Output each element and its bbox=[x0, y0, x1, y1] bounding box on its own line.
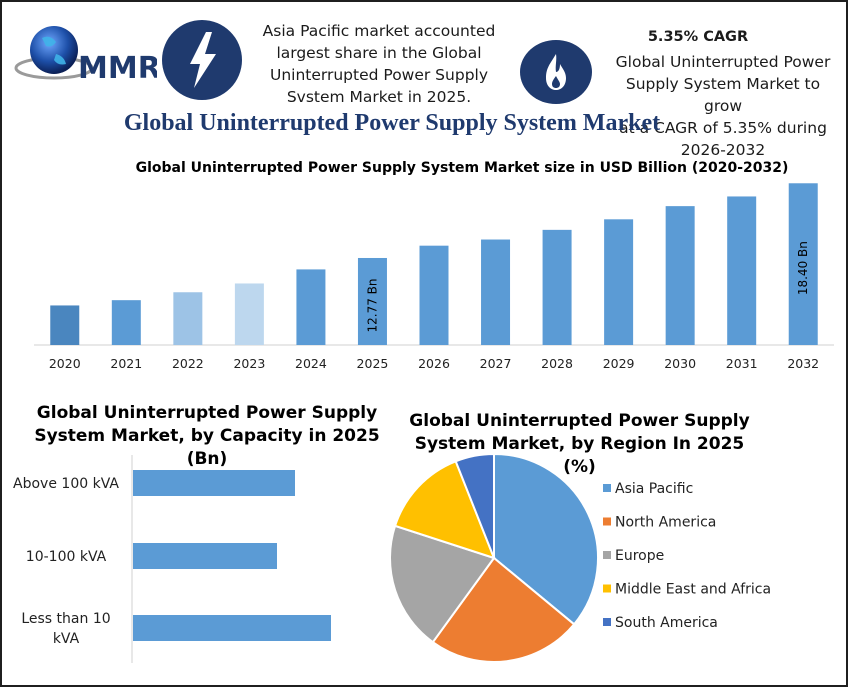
market-size-bar-chart: 2020 2021 2022 2023 2024 2025 12.77 Bn 2026 2027… bbox=[34, 183, 834, 371]
pie-slice bbox=[389, 524, 496, 644]
region-chart-title: Global Uninterrupted Power Supply System… bbox=[397, 410, 762, 479]
pie-slice bbox=[454, 452, 495, 559]
x-tick-label: 2026 bbox=[418, 356, 450, 371]
cagr-heading: 5.35% CAGR bbox=[647, 29, 749, 45]
bar-2030 bbox=[665, 206, 695, 345]
y-tick-label: kVA bbox=[53, 631, 80, 647]
info-left-line: Asia Pacific market accounted bbox=[262, 22, 496, 40]
info-right-line: Supply System Market to grow bbox=[625, 75, 821, 115]
x-tick-label: 2023 bbox=[233, 356, 265, 371]
data-label: 18.40 Bn bbox=[796, 241, 810, 295]
bar-2027 bbox=[481, 239, 511, 345]
x-tick-label: 2029 bbox=[603, 356, 635, 371]
capacity-chart-title: Global Uninterrupted Power Supply System… bbox=[32, 402, 382, 471]
mmr-logo: MMR bbox=[14, 26, 157, 86]
bar-chart-title: Global Uninterrupted Power Supply System… bbox=[135, 160, 789, 176]
capacity-bar-chart: Above 100 kVA 10-100 kVA Less than 10 kVA bbox=[13, 455, 331, 663]
info-left-line: Uninterrupted Power Supply bbox=[269, 66, 489, 84]
info-left-line: Svstem Market in 2025. bbox=[286, 88, 472, 106]
pie-slice bbox=[493, 452, 599, 626]
x-tick-label: 2020 bbox=[49, 356, 81, 371]
bar-2029 bbox=[604, 219, 634, 345]
x-tick-label: 2025 bbox=[357, 356, 389, 371]
bar-2028 bbox=[542, 229, 572, 345]
region-title-line: Global Uninterrupted Power Supply bbox=[409, 411, 750, 431]
region-pie-chart: Asia Pacific North America Europe Middle Ea… bbox=[389, 452, 771, 663]
y-tick-label: Above 100 kVA bbox=[13, 476, 119, 492]
lightning-badge bbox=[162, 20, 242, 100]
region-title-line: System Market, by Region In 2025 (%) bbox=[414, 434, 745, 477]
flame-badge bbox=[520, 40, 592, 104]
info-left-text: Asia Pacific market accounted largest sh… bbox=[248, 20, 510, 108]
bar-capacity bbox=[133, 543, 277, 569]
legend-swatch bbox=[603, 618, 611, 626]
x-tick-label: 2028 bbox=[541, 356, 573, 371]
logo-text: MMR bbox=[78, 51, 157, 86]
bar-2024 bbox=[296, 269, 326, 345]
legend-label: North America bbox=[615, 515, 716, 531]
bar-2026 bbox=[419, 245, 449, 345]
data-label: 12.77 Bn bbox=[365, 278, 379, 332]
y-tick-label: 10-100 kVA bbox=[26, 549, 107, 565]
bar-capacity bbox=[133, 615, 331, 641]
x-tick-label: 2032 bbox=[787, 356, 819, 371]
capacity-title-line: System Market, by Capacity in 2025 bbox=[34, 426, 380, 446]
info-right-line: Global Uninterrupted Power bbox=[615, 53, 831, 71]
lightning-bolt-icon bbox=[190, 32, 216, 88]
pie-slice bbox=[431, 556, 576, 663]
legend-label: South America bbox=[615, 615, 718, 631]
capacity-title-line: (Bn) bbox=[186, 449, 228, 469]
legend-label: Europe bbox=[615, 548, 664, 564]
capacity-title-line: Global Uninterrupted Power Supply bbox=[36, 403, 378, 423]
x-tick-label: 2022 bbox=[172, 356, 204, 371]
x-tick-label: 2031 bbox=[726, 356, 758, 371]
globe-icon bbox=[30, 26, 78, 74]
x-tick-label: 2027 bbox=[480, 356, 512, 371]
y-tick-label: Less than 10 bbox=[21, 611, 110, 627]
bar-2025 bbox=[357, 257, 387, 345]
x-tick-label: 2021 bbox=[110, 356, 142, 371]
info-right-line: at a CAGR of 5.35% during bbox=[619, 119, 827, 137]
x-tick-label: 2024 bbox=[295, 356, 327, 371]
bar-2023 bbox=[234, 283, 264, 345]
bar-2021 bbox=[111, 300, 141, 345]
bar-2022 bbox=[173, 292, 203, 345]
info-left-line: largest share in the Global bbox=[276, 44, 482, 62]
legend-label: Middle East and Africa bbox=[615, 582, 771, 598]
legend-swatch bbox=[603, 551, 611, 559]
bar-2020 bbox=[50, 305, 80, 345]
legend-swatch bbox=[603, 484, 611, 492]
x-tick-label: 2030 bbox=[664, 356, 696, 371]
bar-2032 bbox=[788, 183, 818, 345]
bar-2031 bbox=[727, 196, 757, 345]
legend-swatch bbox=[603, 517, 611, 526]
main-title: Global Uninterrupted Power Supply System… bbox=[123, 110, 661, 136]
legend-swatch bbox=[603, 584, 611, 593]
info-right-text: 5.35% CAGR Global Uninterrupted Power Su… bbox=[606, 26, 840, 161]
info-right-line: 2026-2032 bbox=[680, 141, 766, 159]
legend-label: Asia Pacific bbox=[615, 481, 693, 497]
bar-capacity bbox=[133, 470, 295, 496]
pie-slice bbox=[393, 460, 496, 560]
flame-icon bbox=[546, 54, 566, 90]
